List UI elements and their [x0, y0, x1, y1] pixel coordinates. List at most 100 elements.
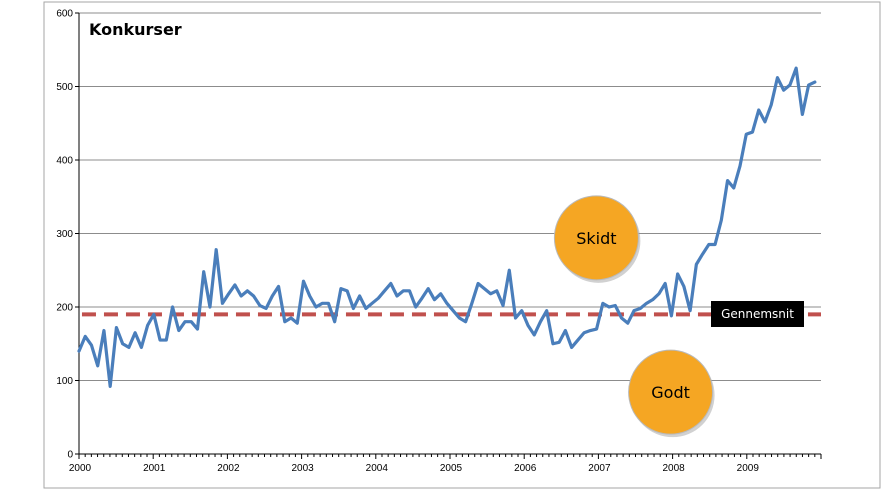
data-point: [595, 328, 598, 330]
data-point: [259, 304, 261, 307]
data-point: [589, 329, 592, 332]
y-tick-label-0: 0: [67, 450, 73, 461]
data-point: [408, 290, 411, 292]
data-point: [502, 304, 504, 307]
data-point: [508, 269, 511, 272]
data-point: [352, 307, 355, 310]
data-point: [645, 302, 648, 305]
data-point: [489, 292, 492, 295]
data-point: [527, 324, 529, 327]
data-point: [764, 120, 766, 123]
data-point: [177, 329, 180, 332]
y-tick-label-100: 100: [56, 376, 73, 387]
data-point: [433, 298, 436, 301]
data-point: [196, 328, 199, 330]
data-point: [121, 342, 124, 345]
data-point: [770, 104, 772, 106]
data-point: [514, 317, 517, 319]
data-point: [807, 84, 810, 86]
data-point: [302, 280, 305, 283]
annotation-label: Skidt: [576, 229, 616, 248]
data-point: [427, 287, 430, 290]
data-point: [414, 306, 417, 308]
reference-line-group: Gennemsnit: [81, 301, 821, 327]
data-point: [795, 67, 797, 69]
data-point: [533, 334, 536, 336]
data-point: [115, 326, 118, 329]
data-point: [296, 322, 299, 324]
annotations-group: Skidt Godt: [553, 195, 715, 438]
data-point: [732, 187, 735, 189]
data-point: [227, 292, 230, 295]
data-point: [708, 243, 710, 246]
data-point: [402, 290, 405, 292]
y-tick-label-400: 400: [56, 156, 73, 167]
data-point: [676, 273, 679, 275]
data-point: [333, 320, 336, 323]
data-point: [90, 344, 93, 347]
data-point: [614, 304, 617, 307]
data-point: [739, 165, 741, 167]
series-group: [77, 66, 817, 388]
data-point: [315, 306, 317, 308]
data-point: [620, 317, 623, 319]
data-point: [159, 339, 161, 341]
data-point: [558, 341, 560, 344]
data-point: [446, 302, 448, 305]
data-point: [234, 284, 236, 286]
y-tick-label-300: 300: [56, 229, 73, 240]
annotation-skidt: Skidt: [553, 195, 641, 283]
data-point: [439, 292, 442, 295]
x-tick-label-2006: 2006: [514, 463, 537, 474]
data-point: [134, 331, 136, 334]
data-point: [639, 307, 642, 310]
data-point: [545, 309, 548, 312]
data-point: [221, 302, 224, 305]
data-point: [128, 346, 130, 349]
data-point: [78, 350, 80, 352]
data-point: [321, 302, 324, 305]
data-point: [346, 290, 348, 292]
data-point: [140, 346, 143, 349]
data-point: [421, 297, 423, 299]
data-point: [483, 287, 486, 290]
data-point: [96, 365, 99, 367]
data-point: [745, 133, 748, 136]
data-point: [252, 295, 255, 297]
x-tick-label-2001: 2001: [143, 463, 166, 474]
data-point: [789, 84, 791, 86]
data-point: [726, 179, 729, 182]
data-point: [583, 331, 585, 334]
reference-label-box: [711, 301, 804, 327]
data-point: [626, 322, 629, 324]
reference-label: Gennemsnit: [721, 307, 794, 321]
x-tick-label-2009: 2009: [737, 463, 760, 474]
x-tick-label-2007: 2007: [588, 463, 611, 474]
data-point: [452, 309, 454, 312]
data-point: [496, 290, 498, 292]
annotation-circle: [553, 195, 639, 281]
data-point: [689, 309, 691, 312]
data-point: [464, 320, 467, 323]
data-point: [814, 81, 816, 83]
data-point: [695, 263, 698, 266]
data-point: [109, 385, 111, 388]
data-point: [240, 295, 242, 297]
data-point: [390, 282, 392, 285]
data-point: [277, 285, 280, 288]
data-point: [246, 290, 249, 292]
data-point: [377, 297, 380, 299]
data-point: [308, 295, 311, 297]
data-point: [184, 320, 186, 323]
data-point: [651, 298, 654, 301]
chart-title: Konkurser: [89, 20, 182, 39]
data-point: [202, 270, 205, 273]
data-point: [520, 309, 523, 312]
x-tick-label-2000: 2000: [69, 463, 92, 474]
data-point: [658, 292, 660, 295]
data-point: [358, 295, 361, 297]
data-point: [365, 307, 367, 310]
data-point: [340, 287, 342, 290]
chart-frame: [43, 1, 881, 489]
